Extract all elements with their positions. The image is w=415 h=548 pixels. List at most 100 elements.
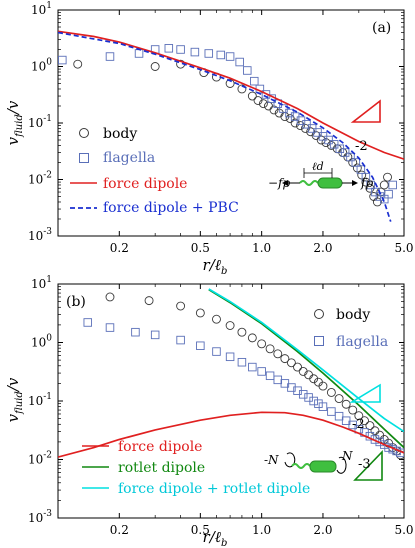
panel-b-slope-label-3: -3 — [358, 457, 371, 472]
panel-b-flagella-point — [334, 411, 344, 421]
panel-b-body-point — [195, 308, 205, 318]
panel-b-body-point — [370, 426, 380, 436]
panel-b-body-point — [326, 388, 336, 397]
panel-a-flagella-point — [351, 158, 361, 167]
panel-b-body-point — [341, 399, 351, 409]
inset-f-left: −fp — [268, 176, 290, 190]
panel-b-body-point — [286, 358, 296, 368]
torque-left-arrow-icon — [284, 452, 296, 468]
panel-b-body-point — [280, 354, 290, 364]
panel-a-body-point — [253, 96, 263, 105]
legend-b-body-marker — [314, 309, 324, 319]
panel-b-body-point — [365, 421, 375, 431]
panel-a-axes: 10-3 10-2 10-1 100 101 0.2 0.5 1.0 2.0 5.0 — [28, 1, 414, 255]
panel-b-xtick-label: 1.0 — [252, 523, 271, 537]
panel-a-flagella-point — [190, 47, 200, 57]
panel-a-flagella-point — [216, 50, 226, 60]
panel-a-slope-triangle — [350, 99, 381, 123]
swimmer-body-icon — [317, 177, 343, 189]
panel-b-flagella-point — [248, 362, 257, 372]
panel-b-body-point — [348, 405, 358, 415]
legend-b-rotlet-label: rotlet dipole — [118, 460, 205, 476]
inset-torque-right: N — [341, 449, 353, 463]
panel-a-body-point — [332, 144, 342, 154]
panel-a-flagella-point — [250, 76, 259, 86]
swimmer-b-body-icon — [309, 460, 337, 473]
panel-b-flagella-point — [212, 347, 221, 356]
panel-b-flagella-point — [298, 390, 308, 399]
panel-b-legend-top: body flagella — [314, 307, 388, 350]
panel-a-xtick-label: 0.5 — [191, 241, 210, 255]
panel-b-force-dipole-rotlet-dipole-line — [208, 288, 404, 433]
panel-b-force-dipole-line — [58, 411, 404, 458]
panel-b-body-point — [354, 411, 364, 421]
panel-b-flagella-point — [150, 330, 160, 340]
panel-a-legend: body flagella force dipole force dipole … — [70, 126, 239, 216]
panel-a-flagella-point — [384, 189, 393, 199]
panel-b: 10-3 10-2 10-1 100 101 0.2 0.5 1.0 2.0 5.0 (b) -2… — [4, 275, 414, 548]
panel-a-flagella-point — [58, 55, 67, 65]
panel-a-body-point — [285, 114, 295, 123]
legend-b-body-label: body — [336, 307, 370, 323]
panel-a-flagella-point — [105, 52, 115, 61]
panel-a-flagella-point — [366, 180, 375, 190]
panel-b-body-point — [265, 344, 275, 354]
panel-a-ytick-label: 10-2 — [28, 171, 52, 187]
panel-b-flagella-point — [273, 375, 283, 385]
inset-right-arrowhead — [352, 180, 358, 186]
legend-body-label: body — [103, 126, 137, 142]
panel-b-xtick-label: 5.0 — [394, 523, 413, 537]
panel-b-flagella-point — [196, 341, 205, 350]
panel-b-body-point — [293, 362, 302, 372]
legend-b-combined-label: force dipole + rotlet dipole — [118, 481, 310, 497]
inset-left-arrowhead — [282, 180, 288, 186]
panel-a-body-point — [237, 84, 247, 94]
panel-b-swimmer-inset: -N N — [264, 449, 353, 474]
panel-b-slope-label-2: -2 — [352, 417, 365, 432]
inset-ld-label: ℓd — [312, 160, 324, 173]
panel-b-slope-triangle-cyan — [349, 383, 381, 403]
panel-b-flagella-point — [131, 327, 140, 337]
legend-flagella-marker — [79, 153, 89, 163]
panel-a-flagella-point — [356, 165, 366, 174]
panel-a-flagella-point — [388, 180, 397, 190]
panel-a-xlabel: r/ℓb — [203, 256, 228, 277]
panel-a-ytick-label: 10-3 — [28, 227, 52, 243]
panel-a-xtick-label: 2.0 — [313, 241, 332, 255]
panel-a-body-point — [379, 180, 389, 190]
panel-a-flagella-point — [380, 194, 389, 204]
panel-a-ytick-label: 101 — [31, 1, 52, 17]
panel-b-series — [58, 288, 404, 460]
panel-b-xtick-label: 2.0 — [313, 523, 332, 537]
panel-b-flagella-point — [380, 440, 389, 449]
panel-a-flagella-point — [329, 140, 339, 149]
panel-a-ytick-label: 100 — [31, 58, 52, 74]
panel-a-body-point — [295, 121, 305, 131]
panel-a-flagella-point — [235, 57, 244, 67]
panel-b-flagella-point — [314, 399, 323, 408]
panel-b-flagella-point — [176, 335, 185, 345]
inset-f-right: fp — [360, 176, 373, 190]
panel-a-flagella-point — [204, 49, 214, 58]
panel-b-body-point — [225, 321, 235, 330]
panel-b-legend-bottom: force dipole rotlet dipole force dipole … — [82, 439, 310, 497]
panel-a-xtick-label: 0.2 — [110, 241, 129, 255]
panel-b-ytick-label: 10-2 — [28, 451, 52, 467]
panel-a-flagella-point — [134, 49, 144, 58]
panel-b-body-point — [257, 339, 267, 349]
legend-pbc-label: force dipole + PBC — [103, 200, 239, 216]
torque-right-arrow-icon — [336, 456, 347, 474]
legend-b-flagella-label: flagella — [336, 334, 388, 350]
panel-a-body-point — [247, 91, 257, 101]
panel-b-flagella-point — [327, 407, 336, 416]
panel-b-rotlet-dipole-line — [208, 288, 404, 449]
panel-b-body-point — [237, 327, 247, 337]
panel-b-flagella-point — [318, 402, 328, 411]
panel-a-ytick-label: 10-1 — [28, 114, 52, 130]
panel-b-flagella-point — [83, 318, 93, 327]
panel-b-xtick-label: 0.2 — [110, 523, 129, 537]
panel-a-flagella-point — [243, 66, 252, 75]
panel-a-flagella-point — [225, 52, 235, 61]
panel-a-flagella-point — [346, 152, 355, 162]
